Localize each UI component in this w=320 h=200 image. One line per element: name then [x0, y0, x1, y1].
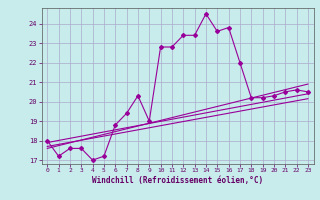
- X-axis label: Windchill (Refroidissement éolien,°C): Windchill (Refroidissement éolien,°C): [92, 176, 263, 185]
